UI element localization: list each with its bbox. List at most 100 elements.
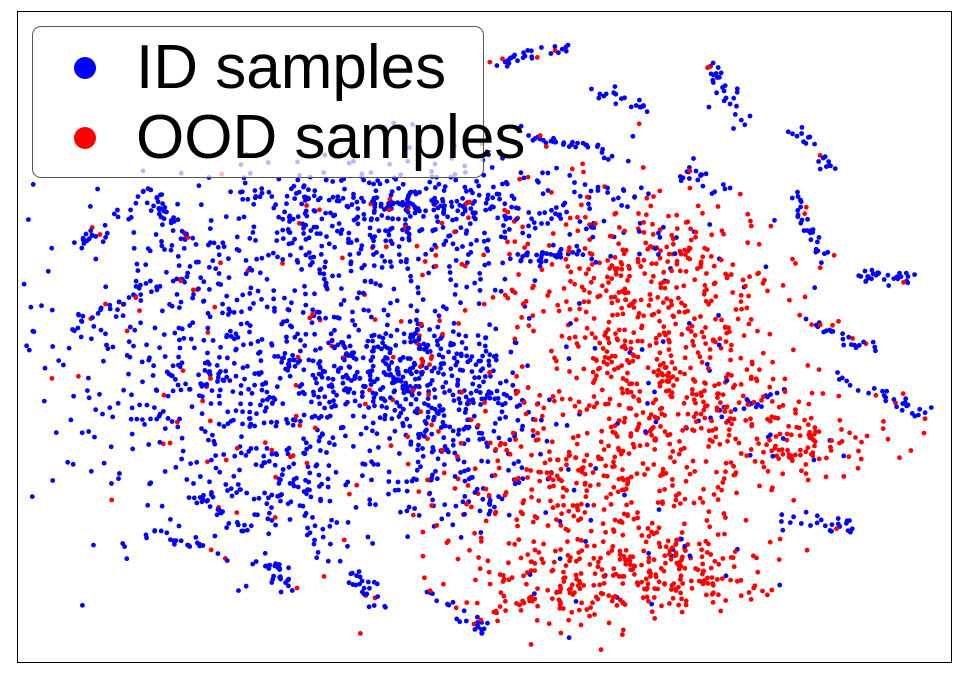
- ood-point: [737, 191, 743, 197]
- id-point: [309, 399, 314, 405]
- ood-point: [728, 577, 733, 583]
- ood-point: [590, 600, 595, 606]
- ood-point: [723, 598, 729, 603]
- id-point: [111, 211, 117, 217]
- ood-point: [755, 569, 761, 575]
- id-point: [127, 324, 133, 330]
- ood-point: [634, 412, 639, 418]
- id-point: [492, 421, 498, 426]
- id-point: [226, 275, 232, 280]
- id-point: [420, 529, 426, 535]
- ood-point: [765, 592, 770, 598]
- id-point: [753, 404, 759, 410]
- id-point: [548, 51, 554, 56]
- ood-point: [649, 261, 655, 267]
- id-point: [244, 490, 250, 496]
- id-point: [312, 523, 318, 529]
- id-point: [727, 101, 733, 107]
- ood-point: [551, 559, 557, 565]
- ood-point: [769, 414, 775, 420]
- id-point: [577, 193, 583, 199]
- ood-point: [310, 515, 315, 520]
- ood-point: [608, 502, 614, 507]
- id-point: [566, 144, 572, 150]
- ood-point: [387, 196, 393, 202]
- id-point: [374, 431, 380, 437]
- ood-point: [582, 214, 588, 220]
- id-point: [248, 523, 254, 529]
- ood-point: [534, 618, 540, 623]
- id-point: [124, 353, 130, 358]
- ood-point: [620, 632, 625, 637]
- ood-point: [425, 477, 430, 483]
- id-point: [293, 413, 299, 419]
- id-point: [732, 407, 738, 412]
- id-point: [799, 131, 804, 136]
- ood-point: [660, 339, 666, 344]
- ood-point: [707, 355, 713, 360]
- id-point: [389, 360, 395, 365]
- id-point: [103, 284, 109, 290]
- id-point: [390, 354, 396, 360]
- id-point: [861, 339, 866, 345]
- id-point: [65, 459, 71, 465]
- id-point: [179, 228, 185, 234]
- ood-point: [725, 438, 730, 444]
- ood-point: [434, 523, 440, 528]
- ood-point: [584, 407, 590, 412]
- ood-point: [661, 568, 667, 574]
- ood-point: [525, 241, 531, 247]
- id-point: [403, 368, 409, 374]
- ood-point: [625, 370, 630, 376]
- id-point: [303, 331, 309, 337]
- id-point: [152, 405, 157, 410]
- id-point: [166, 371, 172, 377]
- id-point: [148, 480, 154, 486]
- ood-point: [746, 590, 752, 595]
- id-point: [126, 339, 132, 345]
- id-point: [408, 439, 414, 445]
- ood-point: [639, 347, 645, 352]
- legend-item-id: ID samples: [33, 33, 483, 105]
- ood-point: [530, 519, 536, 525]
- ood-point: [509, 287, 515, 293]
- id-point: [319, 243, 325, 249]
- id-point: [330, 273, 335, 279]
- ood-point: [666, 347, 672, 352]
- ood-point: [683, 252, 688, 257]
- ood-point: [622, 338, 628, 344]
- id-point: [313, 463, 319, 469]
- ood-point: [606, 319, 612, 325]
- id-point: [225, 355, 230, 361]
- id-point: [549, 207, 554, 213]
- id-point: [343, 433, 348, 439]
- ood-point: [597, 340, 603, 346]
- ood-point: [573, 572, 579, 578]
- id-point: [193, 535, 199, 540]
- ood-point: [427, 490, 433, 496]
- id-point: [128, 207, 133, 213]
- ood-point: [702, 415, 708, 421]
- id-point: [540, 170, 545, 176]
- ood-point: [901, 279, 906, 285]
- id-point: [355, 214, 361, 220]
- id-point: [388, 395, 393, 401]
- id-point: [426, 270, 431, 276]
- id-point: [369, 477, 374, 483]
- id-point: [462, 468, 467, 474]
- id-point: [198, 275, 204, 281]
- ood-point: [528, 642, 534, 647]
- ood-point: [639, 579, 645, 585]
- ood-point: [777, 431, 783, 437]
- ood-point: [462, 263, 468, 269]
- ood-point: [723, 573, 729, 579]
- id-point: [167, 440, 173, 446]
- id-point: [721, 98, 727, 104]
- id-point: [270, 576, 276, 582]
- ood-point: [593, 594, 599, 600]
- ood-point: [807, 435, 813, 441]
- id-point: [317, 401, 322, 407]
- ood-point: [670, 236, 676, 242]
- id-point: [298, 348, 303, 354]
- id-point: [284, 193, 290, 199]
